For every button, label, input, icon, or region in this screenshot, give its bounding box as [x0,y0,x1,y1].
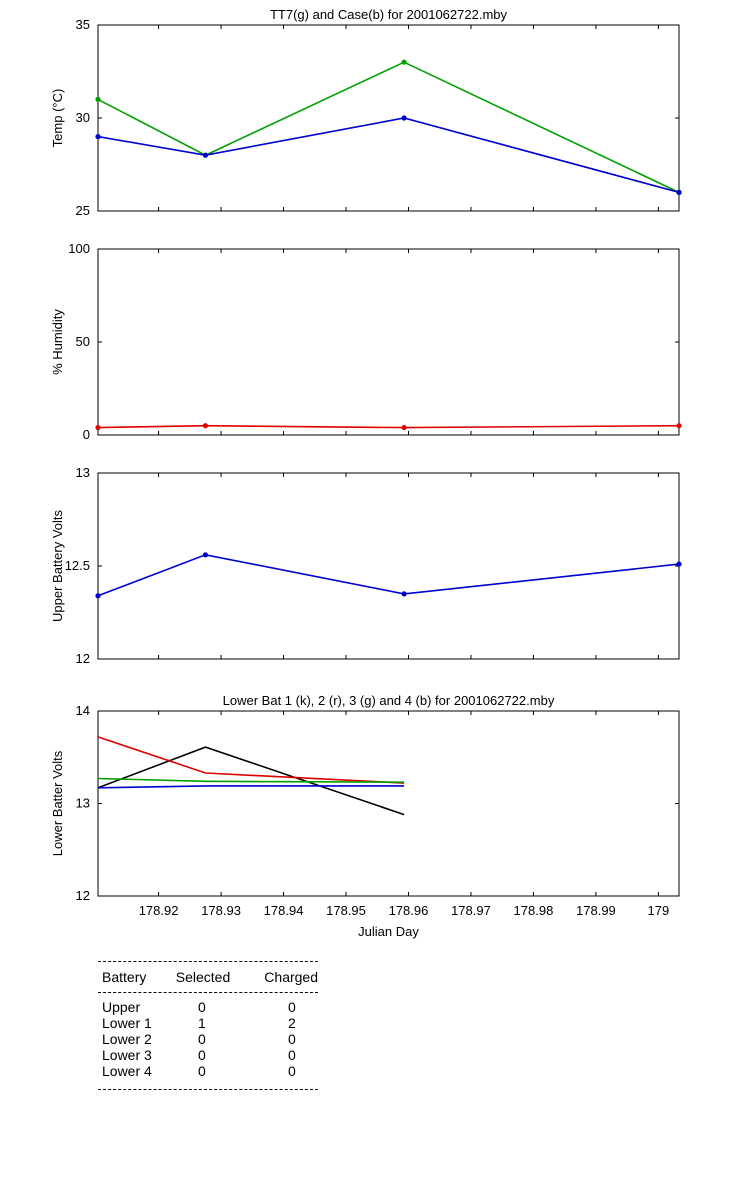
x-tick-label: 178.92 [139,903,179,918]
data-point [202,552,209,558]
table-row: Lower 2 0 0 [98,1031,318,1047]
plot-frame [97,710,680,897]
plot-frame [97,24,680,212]
data-point [676,561,682,567]
selected-value: 0 [198,999,206,1015]
y-tick-label: 13 [76,796,90,811]
y-axis-label: % Humidity [50,309,65,375]
data-point [676,423,682,429]
battery-name: Lower 1 [102,1015,152,1031]
battery-name: Lower 2 [102,1031,152,1047]
y-tick-label: 35 [76,17,90,32]
table-row: Lower 4 0 0 [98,1063,318,1079]
y-tick-label: 50 [76,334,90,349]
data-point [95,424,101,431]
table-header-row: Battery Selected Charged [98,962,318,992]
data-point [202,152,209,158]
series-line-2 [97,117,680,194]
series-line-4 [97,785,405,789]
x-tick-label: 178.94 [264,903,304,918]
x-tick-label: 178.95 [326,903,366,918]
y-tick-label: 12 [76,888,90,903]
y-tick-label: 12.5 [65,558,90,573]
y-axis-label: Upper Battery Volts [50,510,65,622]
chart-panel-1: TT7(g) and Case(b) for 2001062722.mby 25 3… [50,7,682,218]
data-point [401,59,407,65]
selected-value: 0 [198,1031,206,1047]
series-line-3 [97,777,405,784]
selected-value: 0 [198,1047,206,1063]
plot-frame [97,248,680,436]
header-charged: Charged [264,969,318,985]
chart-title: TT7(g) and Case(b) for 2001062722.mby [270,7,508,22]
data-point [401,424,407,431]
x-tick-label: 178.98 [514,903,554,918]
data-point [95,134,101,140]
charged-value: 0 [288,1031,296,1047]
table-row: Lower 3 0 0 [98,1047,318,1063]
series-line-1 [97,61,680,194]
x-tick-label: 178.96 [389,903,429,918]
series-line-1 [97,746,405,816]
series-line-2 [97,736,405,784]
data-point [95,593,101,599]
y-tick-label: 14 [76,703,90,718]
charged-value: 0 [288,999,296,1015]
data-point [202,423,209,429]
data-point [676,189,682,195]
data-point [401,591,407,597]
table-bottom-rule [98,1089,318,1090]
chart-title: Lower Bat 1 (k), 2 (r), 3 (g) and 4 (b) … [223,693,555,708]
y-axis-label: Temp (°C) [50,89,65,148]
chart-panel-2: 0 50 100 % Humidity [50,241,682,442]
y-tick-label: 100 [68,241,90,256]
y-tick-label: 25 [76,203,90,218]
plot-frame [97,472,680,660]
table-body: Upper 0 0 Lower 1 1 2 Lower 2 0 0 Lower … [98,993,318,1089]
table-row: Upper 0 0 [98,999,318,1015]
y-tick-label: 0 [83,427,90,442]
battery-name: Upper [102,999,141,1015]
charged-value: 2 [288,1015,296,1031]
x-tick-label: 178.97 [451,903,491,918]
battery-charge-table: Battery Selected Charged Upper 0 0 Lower… [98,961,318,1090]
series-line-1 [97,424,680,429]
charged-value: 0 [288,1063,296,1079]
header-selected: Selected [175,969,231,985]
x-tick-label: 178.99 [576,903,616,918]
table-header-rule [98,992,318,993]
selected-value: 1 [198,1015,206,1031]
series-line-1 [97,553,680,597]
y-tick-label: 13 [76,465,90,480]
chart-panel-3: 12 12.5 13 Upper Battery Volts [50,465,682,666]
table-top-rule [98,961,318,962]
battery-name: Lower 4 [102,1063,152,1079]
header-battery: Battery [102,969,147,985]
table-row: Lower 1 1 2 [98,1015,318,1031]
selected-value: 0 [198,1063,206,1079]
charged-value: 0 [288,1047,296,1063]
y-tick-label: 30 [76,110,90,125]
battery-name: Lower 3 [102,1047,152,1063]
data-point [95,96,101,102]
chart-panel-4: Lower Bat 1 (k), 2 (r), 3 (g) and 4 (b) … [50,693,680,939]
x-tick-label: 179 [648,903,670,918]
battery-report-figure: TT7(g) and Case(b) for 2001062722.mby 25 3… [50,7,682,939]
x-tick-label: 178.93 [201,903,241,918]
data-point [401,115,407,121]
x-axis-label: Julian Day [358,924,419,939]
y-axis-label: Lower Batter Volts [50,750,65,856]
y-tick-label: 12 [76,651,90,666]
